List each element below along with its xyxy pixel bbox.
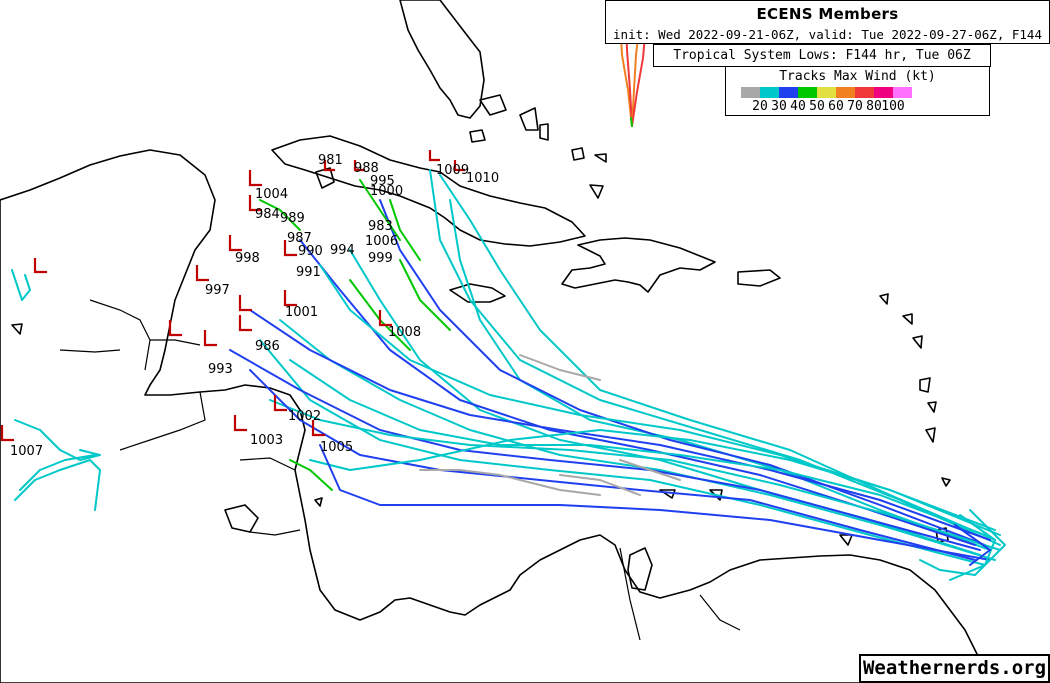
coastlines bbox=[0, 0, 991, 683]
pressure-label: 1001 bbox=[285, 305, 318, 320]
pressure-label: 1002 bbox=[288, 409, 321, 424]
legend-tick: 100 bbox=[881, 99, 905, 114]
map-title: ECENS Members bbox=[756, 5, 899, 23]
legend-ticks: 20 30 40 50 60 70 80 100 bbox=[726, 99, 989, 115]
pressure-label: 1004 bbox=[255, 187, 288, 202]
watermark: Weathernerds.org bbox=[859, 654, 1050, 683]
legend-tick: 70 bbox=[847, 99, 863, 114]
title-panel: ECENS Members init: Wed 2022-09-21-06Z, … bbox=[605, 0, 1050, 57]
legend-swatch bbox=[836, 87, 855, 98]
legend-swatch bbox=[874, 87, 893, 98]
pressure-label: 998 bbox=[235, 251, 260, 266]
pressure-label: 984 bbox=[255, 207, 280, 222]
legend-tick: 60 bbox=[828, 99, 844, 114]
pressure-label: 1003 bbox=[250, 433, 283, 448]
legend-swatch bbox=[817, 87, 836, 98]
pressure-label: 994 bbox=[330, 243, 355, 258]
pressure-label: 988 bbox=[354, 161, 379, 176]
pressure-label: 1007 bbox=[10, 444, 43, 459]
pressure-label: 1005 bbox=[320, 440, 353, 455]
legend-tick: 80 bbox=[866, 99, 882, 114]
pressure-label: 993 bbox=[208, 362, 233, 377]
pressure-label: 999 bbox=[368, 251, 393, 266]
legend-tick: 20 bbox=[752, 99, 768, 114]
pressure-label: 1009 bbox=[436, 163, 469, 178]
legend-swatch bbox=[779, 87, 798, 98]
pressure-label: 1000 bbox=[370, 184, 403, 199]
pressure-label: 989 bbox=[280, 211, 305, 226]
lows-panel: Tropical System Lows: F144 hr, Tue 06Z bbox=[653, 44, 991, 67]
pressure-label: 983 bbox=[368, 219, 393, 234]
lows-label: Tropical System Lows: F144 hr, Tue 06Z bbox=[673, 48, 971, 63]
legend-title: Tracks Max Wind (kt) bbox=[779, 69, 936, 84]
pressure-label: 1008 bbox=[388, 325, 421, 340]
pressure-label: 997 bbox=[205, 283, 230, 298]
pressure-label: 991 bbox=[296, 265, 321, 280]
legend-tick: 30 bbox=[771, 99, 787, 114]
low-markers bbox=[0, 150, 465, 442]
pressure-label: 1010 bbox=[466, 171, 499, 186]
wind-legend: Tracks Max Wind (kt) 20 30 40 50 60 70 80 100 bbox=[725, 66, 990, 116]
pressure-label: 987 bbox=[287, 231, 312, 246]
legend-tick: 40 bbox=[790, 99, 806, 114]
legend-swatch bbox=[798, 87, 817, 98]
legend-tick: 50 bbox=[809, 99, 825, 114]
pressure-label: 1006 bbox=[365, 234, 398, 249]
legend-color-bar bbox=[741, 87, 989, 98]
pressure-labels: 981 988 995 1004 1000 1010 984 1009 989 … bbox=[10, 153, 499, 459]
pressure-label: 995 bbox=[370, 174, 395, 189]
legend-swatch bbox=[741, 87, 760, 98]
legend-swatch bbox=[893, 87, 912, 98]
legend-swatch bbox=[760, 87, 779, 98]
pressure-label: 981 bbox=[318, 153, 343, 168]
pressure-label: 986 bbox=[255, 339, 280, 354]
pressure-label: 990 bbox=[298, 244, 323, 259]
legend-swatch bbox=[855, 87, 874, 98]
